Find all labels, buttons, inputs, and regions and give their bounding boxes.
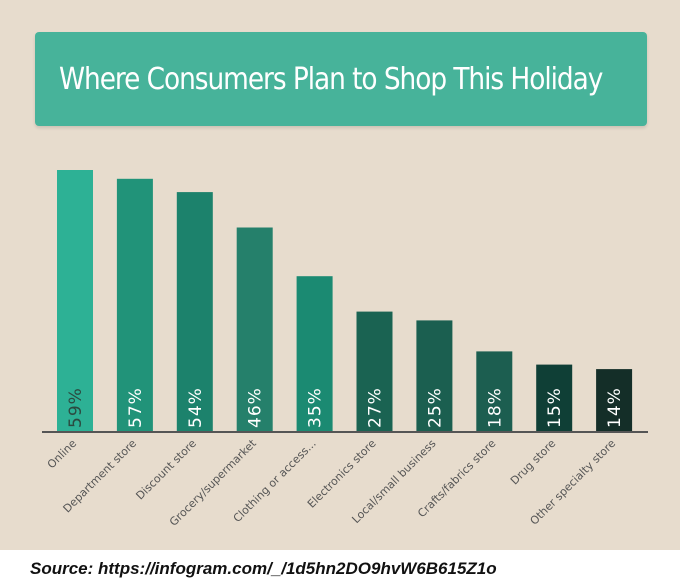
x-tick-label: Drug store bbox=[508, 437, 559, 488]
bar-value-label: 59% bbox=[66, 387, 86, 428]
bar-value-label: 15% bbox=[545, 387, 565, 428]
bar bbox=[416, 320, 453, 431]
bar bbox=[116, 178, 153, 431]
bar bbox=[236, 227, 273, 431]
x-tick-label: Online bbox=[45, 437, 79, 471]
bar-value-label: 14% bbox=[605, 387, 625, 428]
chart-background: Where Consumers Plan to Shop This Holida… bbox=[0, 0, 680, 550]
bar bbox=[536, 364, 573, 431]
bar bbox=[476, 351, 513, 431]
bar-value-label: 35% bbox=[306, 387, 326, 428]
title-banner: Where Consumers Plan to Shop This Holida… bbox=[35, 32, 647, 126]
bar bbox=[57, 170, 93, 431]
bar-value-label: 27% bbox=[366, 387, 386, 428]
bar bbox=[596, 369, 633, 431]
source-note: Source: https://infogram.com/_/1d5hn2DO9… bbox=[30, 559, 497, 578]
bars-group bbox=[57, 170, 633, 431]
bar bbox=[296, 276, 333, 431]
value-labels-group: 59% 57% 54% 46% 35% 27% 25% 18% 15% 14% bbox=[66, 387, 625, 428]
bar-value-label: 57% bbox=[126, 387, 146, 428]
x-tick-label: Discount store bbox=[133, 437, 199, 503]
bar-value-label: 18% bbox=[485, 387, 505, 428]
bar bbox=[176, 192, 213, 431]
chart-title: Where Consumers Plan to Shop This Holida… bbox=[59, 62, 603, 97]
bar bbox=[356, 311, 393, 431]
bar-value-label: 46% bbox=[246, 387, 266, 428]
bar-value-label: 25% bbox=[425, 387, 445, 428]
bar-chart: 59% 57% 54% 46% 35% 27% 25% 18% 15% 14% OnlineDep… bbox=[42, 170, 648, 529]
bar-value-label: 54% bbox=[186, 387, 206, 428]
